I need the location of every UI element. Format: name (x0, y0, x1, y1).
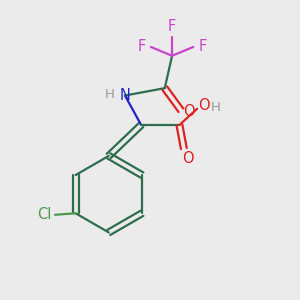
Text: F: F (199, 39, 207, 54)
Text: H: H (105, 88, 115, 100)
Text: O: O (182, 151, 194, 166)
Text: H: H (210, 101, 220, 114)
Text: F: F (137, 39, 146, 54)
Text: N: N (120, 88, 131, 103)
Text: O: O (183, 104, 195, 119)
Text: F: F (168, 20, 176, 34)
Text: Cl: Cl (37, 207, 51, 222)
Text: O: O (198, 98, 209, 113)
